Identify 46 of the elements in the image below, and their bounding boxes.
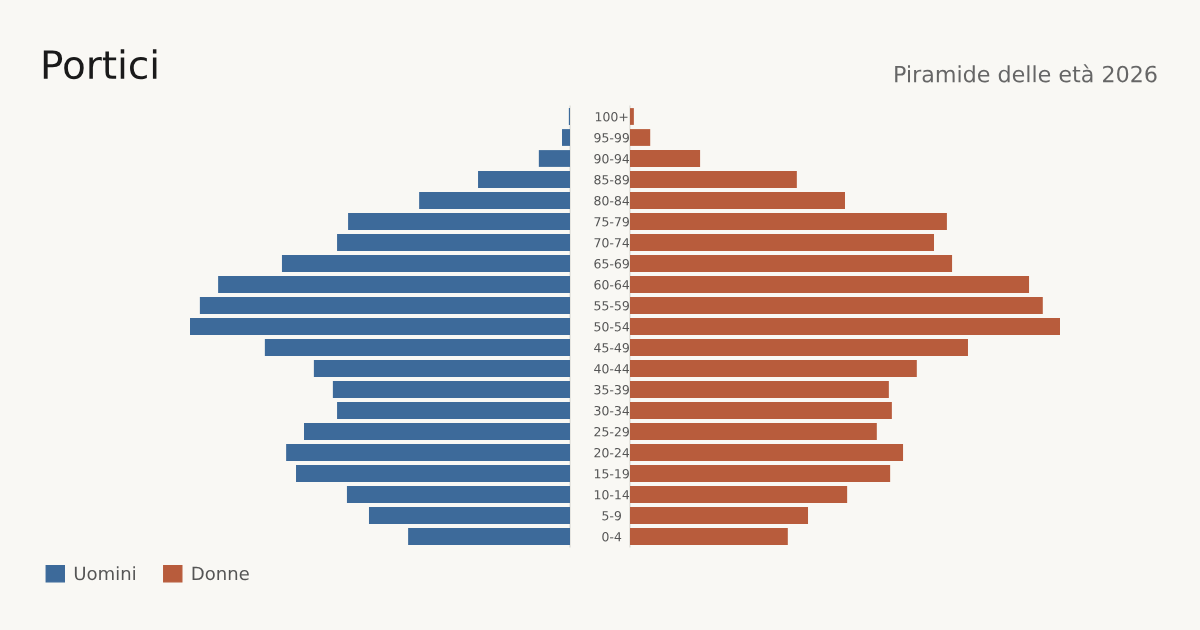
bar xyxy=(630,192,845,209)
y-tick-label: 40-44 xyxy=(594,363,630,374)
bar xyxy=(630,318,1060,335)
bar xyxy=(630,171,797,188)
bar xyxy=(630,234,935,251)
y-tick-label: 65-69 xyxy=(594,258,629,269)
y-tick-label: 60-64 xyxy=(594,279,630,290)
y-tick-label: 20-24 xyxy=(594,447,630,458)
bar xyxy=(630,297,1043,314)
chart-subtitle: Piramide delle età 2026 xyxy=(895,64,1157,83)
y-tick-label: 5-9 xyxy=(602,510,621,521)
chart-title: Portici xyxy=(43,49,157,80)
y-tick-label: 90-94 xyxy=(594,153,630,164)
legend-label: Donne xyxy=(192,566,249,581)
y-tick-label: 55-59 xyxy=(594,300,629,311)
bar xyxy=(630,150,701,167)
bar xyxy=(630,444,904,461)
y-tick-label: 25-29 xyxy=(594,426,629,437)
y-tick-label: 15-19 xyxy=(594,468,629,479)
bar xyxy=(630,213,947,230)
y-tick-label: 30-34 xyxy=(594,405,630,416)
y-tick-label: 80-84 xyxy=(594,195,630,206)
y-tick-label: 70-74 xyxy=(594,237,630,248)
bar xyxy=(630,381,889,398)
y-tick-label: 85-89 xyxy=(594,174,629,185)
y-tick-label: 10-14 xyxy=(594,489,630,500)
bar xyxy=(630,276,1030,293)
bar xyxy=(630,465,891,482)
bar xyxy=(630,507,809,524)
bar xyxy=(630,486,848,503)
y-tick-label: 45-49 xyxy=(594,342,629,353)
y-tick-label: 50-54 xyxy=(594,321,630,332)
bar xyxy=(630,255,953,272)
y-tick-label: 0-4 xyxy=(602,531,622,542)
y-tick-label: 95-99 xyxy=(594,132,629,143)
legend-label: Uomini xyxy=(74,566,135,581)
bar xyxy=(630,129,651,146)
bar xyxy=(630,360,917,377)
bar xyxy=(630,402,892,419)
y-tick-label: 100+ xyxy=(595,111,628,122)
bar xyxy=(630,423,877,440)
bar xyxy=(630,339,968,356)
y-tick-label: 35-39 xyxy=(594,384,629,395)
y-tick-label: 75-79 xyxy=(594,216,629,227)
bar xyxy=(630,108,634,125)
bar xyxy=(630,528,788,545)
